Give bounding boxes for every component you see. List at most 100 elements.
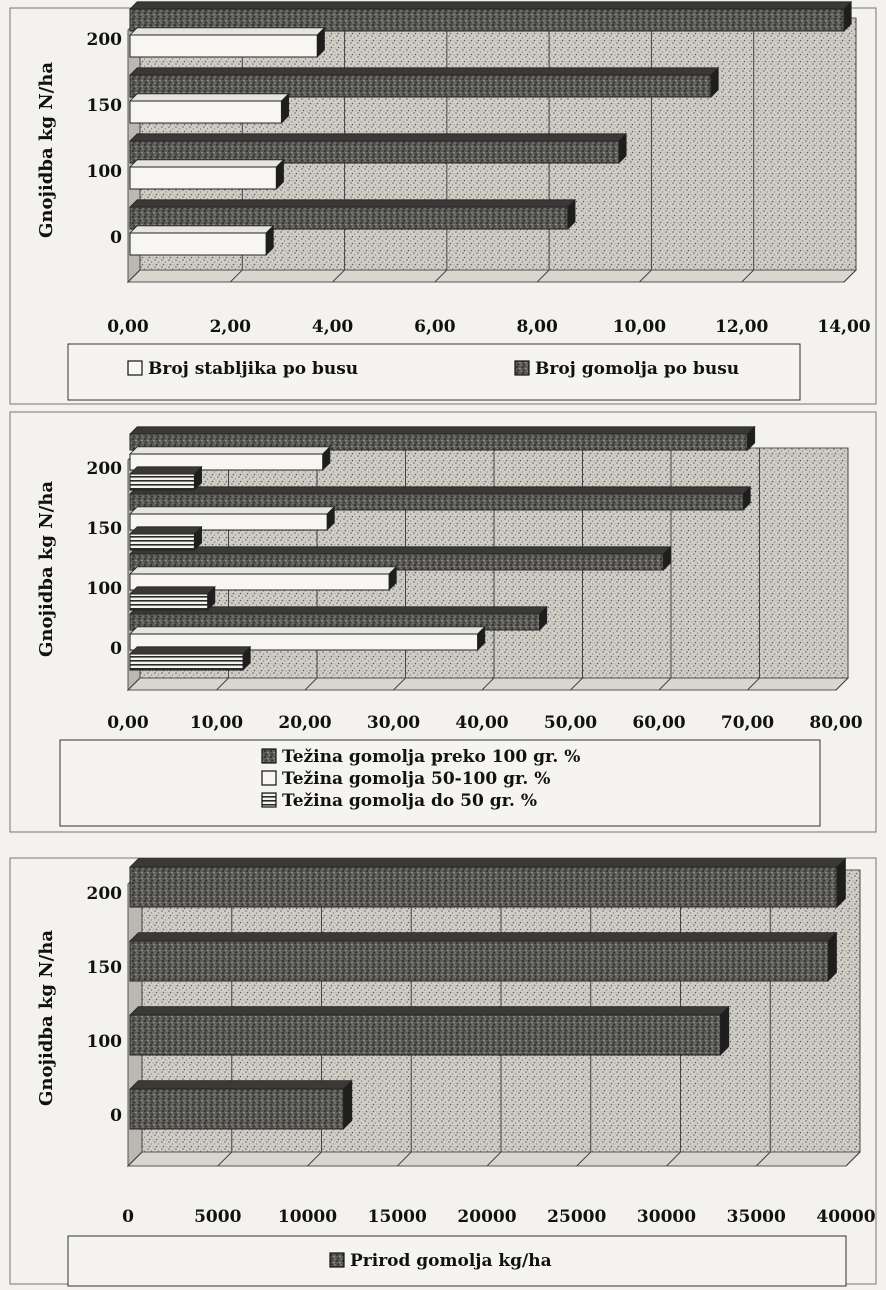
legend-swatch <box>127 360 143 376</box>
bar-front-face <box>129 232 267 256</box>
legend-swatch <box>514 360 530 376</box>
y-tick-label: 150 <box>87 96 123 116</box>
x-tick-label: 0 <box>122 1207 134 1227</box>
bar <box>129 224 275 256</box>
bar-front-face <box>129 493 744 511</box>
x-tick-label: 70,00 <box>721 713 774 733</box>
bar <box>129 585 216 611</box>
x-tick-label: 4,00 <box>312 317 354 337</box>
floor-grid-line <box>481 677 495 691</box>
bar-front-face <box>129 593 209 611</box>
bar-top-face <box>129 133 628 142</box>
x-tick-label: 10,00 <box>613 317 666 337</box>
bar <box>129 198 576 230</box>
bar <box>129 132 628 164</box>
bar-front-face <box>129 473 195 491</box>
y-tick-label: 200 <box>87 30 123 50</box>
floor-grid-line <box>741 269 755 283</box>
y-tick-label: 100 <box>87 162 123 182</box>
bar-top-face <box>129 486 752 495</box>
bar <box>129 931 838 982</box>
legend-box <box>67 343 801 401</box>
x-tick-label: 10,00 <box>190 713 243 733</box>
y-tick-label: 100 <box>87 1032 123 1052</box>
floor-grid-line <box>393 677 406 691</box>
bar <box>129 1005 730 1056</box>
bar-front-face <box>129 433 748 451</box>
y-tick-label: 100 <box>87 579 123 599</box>
legend-label: Težina gomolja preko 100 gr. % <box>282 747 580 767</box>
bar-front-face <box>129 573 390 591</box>
legend-swatch <box>329 1252 345 1268</box>
floor-grid-line <box>843 269 857 283</box>
chart-3: 0 5000 10000 15000 20000 25000 30000 35000 40000… <box>9 857 877 1287</box>
x-tick-label: 40000 <box>816 1207 875 1227</box>
bar <box>129 158 285 190</box>
bar-top-face <box>129 566 398 575</box>
bar-front-face <box>129 8 845 32</box>
x-tick-label: 60,00 <box>632 713 685 733</box>
floor-grid-line <box>396 1151 412 1167</box>
bar <box>129 0 853 32</box>
x-tick-label: 8,00 <box>516 317 558 337</box>
y-tick-label: 0 <box>110 639 122 659</box>
x-tick-label: 80,00 <box>809 713 862 733</box>
bar-top-face <box>129 1006 730 1016</box>
floor-grid-line <box>536 269 550 283</box>
bar <box>129 26 326 58</box>
bar <box>129 625 486 651</box>
bar-top-face <box>129 1080 353 1090</box>
bar-front-face <box>129 553 664 571</box>
bar-top-face <box>129 646 252 655</box>
y-tick-label: 0 <box>110 228 122 248</box>
x-tick-label: 14,00 <box>817 317 870 337</box>
bar-top-face <box>129 159 285 168</box>
bar-front-face <box>129 1088 344 1130</box>
bar-top-face <box>129 932 838 942</box>
bar-front-face <box>129 453 324 471</box>
bar-front-face <box>129 166 277 190</box>
bar <box>129 445 331 471</box>
floor-grid-line <box>304 677 318 691</box>
bar-top-face <box>129 858 847 868</box>
floor-grid-line <box>747 677 760 691</box>
bar-top-face <box>129 93 290 102</box>
floor-grid-line <box>486 1151 502 1167</box>
y-tick-label: 200 <box>87 884 123 904</box>
bar-top-face <box>129 626 486 635</box>
y-axis-label: Gnojidba kg N/ha <box>36 481 57 657</box>
bar-front-face <box>129 206 569 230</box>
plot-floor <box>126 269 858 283</box>
floor-grid-line <box>217 1151 233 1167</box>
chart-1: 0,00 2,00 4,00 6,00 8,00 10,00 12,00 14,00 0 100 1… <box>9 0 877 405</box>
bar <box>129 92 290 124</box>
bar-end-face <box>836 857 846 908</box>
bar <box>129 465 203 491</box>
floor-grid-line <box>127 269 141 283</box>
bar <box>129 425 756 451</box>
floor-grid-line <box>127 677 141 691</box>
floor-grid-line <box>835 677 849 691</box>
bar-top-face <box>129 466 203 475</box>
y-tick-label: 200 <box>87 459 123 479</box>
bar-top-face <box>129 586 216 595</box>
x-tick-label: 20,00 <box>278 713 331 733</box>
bar-front-face <box>129 866 838 908</box>
y-tick-label: 0 <box>110 1106 122 1126</box>
bar-top-face <box>129 199 576 208</box>
bar-front-face <box>129 533 195 551</box>
bar-top-face <box>129 67 720 76</box>
bar <box>129 1079 353 1130</box>
x-tick-label: 6,00 <box>414 317 456 337</box>
bar-front-face <box>129 34 318 58</box>
chart-2: 0,00 10,00 20,00 30,00 40,00 50,00 60,00 70,00 8… <box>9 411 877 833</box>
bar <box>129 485 752 511</box>
bar-top-face <box>129 546 672 555</box>
x-tick-label: 50,00 <box>544 713 597 733</box>
x-tick-label: 10000 <box>278 1207 337 1227</box>
legend-box <box>59 739 821 827</box>
legend-label: Prirod gomolja kg/ha <box>350 1251 552 1271</box>
bar-top-face <box>129 446 331 455</box>
charts-root: 0,00 2,00 4,00 6,00 8,00 10,00 12,00 14,00 0 100 1… <box>9 0 877 1287</box>
